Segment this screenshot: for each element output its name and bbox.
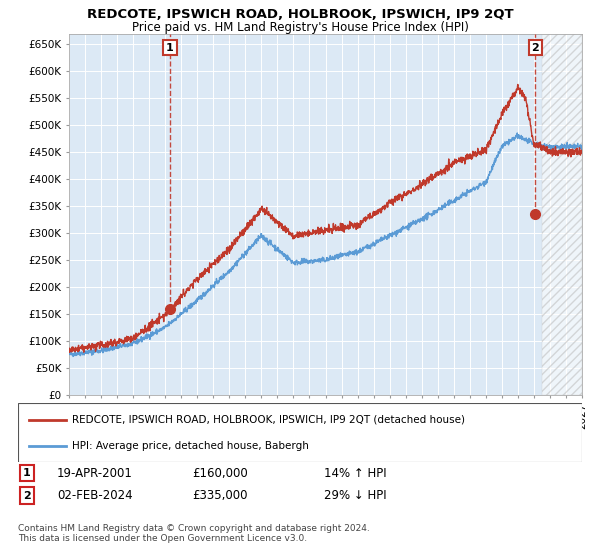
Text: 02-FEB-2024: 02-FEB-2024 xyxy=(57,489,133,502)
Text: REDCOTE, IPSWICH ROAD, HOLBROOK, IPSWICH, IP9 2QT (detached house): REDCOTE, IPSWICH ROAD, HOLBROOK, IPSWICH… xyxy=(71,414,464,424)
Bar xyxy=(542,34,582,395)
Text: 19-APR-2001: 19-APR-2001 xyxy=(57,466,133,480)
Text: 29% ↓ HPI: 29% ↓ HPI xyxy=(324,489,386,502)
Text: £335,000: £335,000 xyxy=(192,489,248,502)
Text: 2: 2 xyxy=(23,491,31,501)
FancyBboxPatch shape xyxy=(18,403,582,462)
Text: HPI: Average price, detached house, Babergh: HPI: Average price, detached house, Babe… xyxy=(71,441,308,451)
Text: £160,000: £160,000 xyxy=(192,466,248,480)
Text: Contains HM Land Registry data © Crown copyright and database right 2024.
This d: Contains HM Land Registry data © Crown c… xyxy=(18,524,370,543)
Text: 1: 1 xyxy=(23,468,31,478)
Text: 2: 2 xyxy=(532,43,539,53)
Text: Price paid vs. HM Land Registry's House Price Index (HPI): Price paid vs. HM Land Registry's House … xyxy=(131,21,469,34)
Text: REDCOTE, IPSWICH ROAD, HOLBROOK, IPSWICH, IP9 2QT: REDCOTE, IPSWICH ROAD, HOLBROOK, IPSWICH… xyxy=(86,8,514,21)
Text: 14% ↑ HPI: 14% ↑ HPI xyxy=(324,466,386,480)
Text: 1: 1 xyxy=(166,43,174,53)
